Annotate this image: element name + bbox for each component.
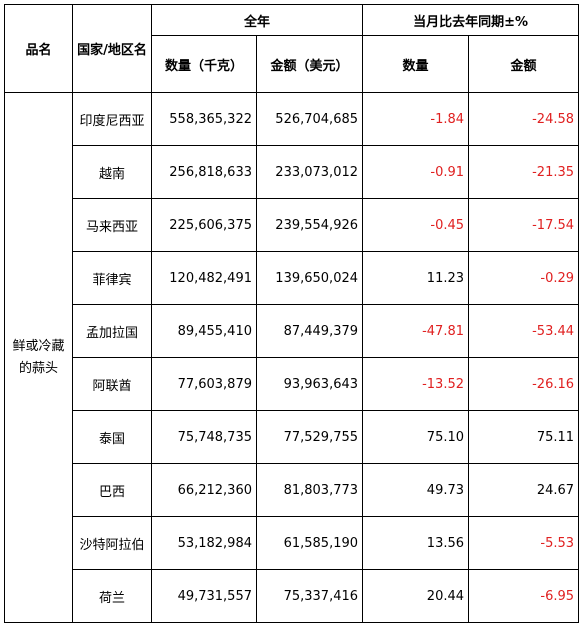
garlic-export-table: 品名 国家/地区名 全年 当月比去年同期±% 数量（千克） 金额（美元） 数量 …: [4, 4, 580, 623]
amount-cell: 239,554,926: [255, 198, 364, 252]
country-cell: 越南: [72, 145, 152, 199]
table-row: 菲律宾 120,482,491 139,650,024 11.23 -0.29: [5, 251, 580, 305]
country-cell: 孟加拉国: [72, 304, 152, 358]
country-cell: 阿联酋: [72, 357, 152, 411]
table-row: 阿联酋 77,603,879 93,963,643 -13.52 -26.16: [5, 357, 580, 411]
header-yoy: 当月比去年同期±%: [362, 4, 580, 36]
table-body: 鲜或冷藏的蒜头 印度尼西亚 558,365,322 526,704,685 -1…: [4, 92, 580, 623]
quantity-pct-cell: -1.84: [362, 92, 470, 146]
product-name: 鲜或冷藏的蒜头: [4, 92, 73, 623]
amount-pct-cell: -53.44: [468, 304, 580, 358]
quantity-cell: 53,182,984: [151, 516, 257, 570]
amount-pct-cell: 24.67: [468, 463, 580, 517]
quantity-pct-cell: -0.91: [362, 145, 470, 199]
quantity-pct-cell: 49.73: [362, 463, 470, 517]
amount-pct-cell: -21.35: [468, 145, 580, 199]
amount-pct-cell: -0.29: [468, 251, 580, 305]
amount-cell: 526,704,685: [255, 92, 364, 146]
header-quantity-pct: 数量: [362, 35, 470, 93]
quantity-cell: 120,482,491: [151, 251, 257, 305]
amount-cell: 81,803,773: [255, 463, 364, 517]
quantity-pct-cell: 20.44: [362, 569, 470, 623]
country-cell: 印度尼西亚: [72, 92, 152, 146]
table-row: 荷兰 49,731,557 75,337,416 20.44 -6.95: [5, 569, 580, 623]
amount-pct-cell: 75.11: [468, 410, 580, 464]
table-row: 鲜或冷藏的蒜头 印度尼西亚 558,365,322 526,704,685 -1…: [4, 92, 580, 623]
table-row: 沙特阿拉伯 53,182,984 61,585,190 13.56 -5.53: [5, 516, 580, 570]
amount-cell: 139,650,024: [255, 251, 364, 305]
quantity-cell: 225,606,375: [151, 198, 257, 252]
amount-cell: 77,529,755: [255, 410, 364, 464]
quantity-cell: 558,365,322: [151, 92, 257, 146]
quantity-pct-cell: 13.56: [362, 516, 470, 570]
header-amount-usd: 金额（美元）: [255, 35, 364, 93]
table-row: 越南 256,818,633 233,073,012 -0.91 -21.35: [5, 145, 580, 199]
amount-cell: 233,073,012: [255, 145, 364, 199]
quantity-pct-cell: -0.45: [362, 198, 470, 252]
country-cell: 巴西: [72, 463, 152, 517]
quantity-cell: 49,731,557: [151, 569, 257, 623]
header-quantity-kg: 数量（千克）: [151, 35, 257, 93]
quantity-cell: 75,748,735: [151, 410, 257, 464]
country-cell: 荷兰: [72, 569, 152, 623]
amount-pct-cell: -17.54: [468, 198, 580, 252]
quantity-cell: 66,212,360: [151, 463, 257, 517]
country-cell: 菲律宾: [72, 251, 152, 305]
quantity-cell: 89,455,410: [151, 304, 257, 358]
country-cell: 泰国: [72, 410, 152, 464]
amount-pct-cell: -6.95: [468, 569, 580, 623]
table-row: 孟加拉国 89,455,410 87,449,379 -47.81 -53.44: [5, 304, 580, 358]
header-amount-pct: 金额: [468, 35, 580, 93]
amount-cell: 75,337,416: [255, 569, 364, 623]
quantity-cell: 256,818,633: [151, 145, 257, 199]
quantity-pct-cell: -13.52: [362, 357, 470, 411]
quantity-pct-cell: 75.10: [362, 410, 470, 464]
country-cell: 马来西亚: [72, 198, 152, 252]
amount-pct-cell: -5.53: [468, 516, 580, 570]
header-country: 国家/地区名: [72, 4, 152, 93]
amount-cell: 93,963,643: [255, 357, 364, 411]
header-product: 品名: [4, 4, 73, 93]
table-row: 泰国 75,748,735 77,529,755 75.10 75.11: [5, 410, 580, 464]
header-full-year: 全年: [150, 4, 364, 36]
amount-pct-cell: -26.16: [468, 357, 580, 411]
table-row: 马来西亚 225,606,375 239,554,926 -0.45 -17.5…: [5, 198, 580, 252]
quantity-pct-cell: -47.81: [362, 304, 470, 358]
quantity-cell: 77,603,879: [151, 357, 257, 411]
amount-cell: 87,449,379: [255, 304, 364, 358]
quantity-pct-cell: 11.23: [362, 251, 470, 305]
amount-pct-cell: -24.58: [468, 92, 580, 146]
table-row: 巴西 66,212,360 81,803,773 49.73 24.67: [5, 463, 580, 517]
amount-cell: 61,585,190: [255, 516, 364, 570]
country-cell: 沙特阿拉伯: [72, 516, 152, 570]
